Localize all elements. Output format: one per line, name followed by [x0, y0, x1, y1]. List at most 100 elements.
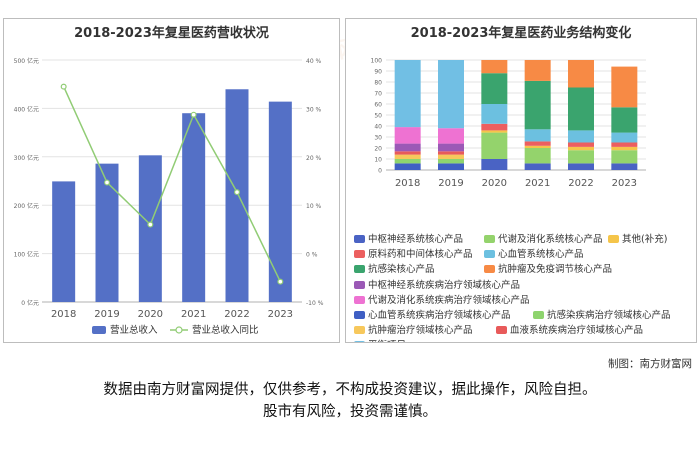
- y-tick-label: 40: [374, 124, 382, 131]
- legend-swatch: [496, 326, 507, 335]
- revenue-bar: [225, 89, 249, 302]
- legend-label: 其他(补充): [622, 234, 668, 245]
- legend-bar-swatch: [92, 326, 106, 334]
- stack-segment: [611, 163, 638, 170]
- x-tick-label: 2019: [94, 309, 119, 320]
- revenue-bar: [268, 101, 292, 302]
- stack-segment: [611, 107, 638, 133]
- x-tick-label: 2020: [482, 178, 507, 189]
- y-tick-label: 30: [374, 135, 382, 142]
- y-left-tick-label: 0 亿元: [21, 299, 39, 307]
- stack-segment: [481, 60, 508, 74]
- legend-label: 代谢及消化系统核心产品: [498, 234, 603, 245]
- stack-segment: [524, 148, 551, 164]
- chart-credit: 制图：南方财富网: [608, 358, 692, 370]
- y-right-tick-label: 0 %: [306, 252, 318, 259]
- stack-segment: [438, 143, 464, 152]
- stack-segment: [524, 129, 551, 142]
- yoy-growth-point: [190, 111, 197, 118]
- revenue-bar: [182, 113, 206, 303]
- legend-label: 抗感染疾病治疗领域核心产品: [547, 310, 671, 321]
- y-right-tick-label: 10 %: [306, 203, 322, 210]
- x-tick-label: 2020: [138, 309, 163, 320]
- stack-segment: [611, 142, 638, 147]
- stack-segment: [524, 145, 551, 148]
- x-tick-label: 2022: [224, 309, 249, 320]
- structure-chart: 0 10 20 30 40 50 60 70 80 90 100 2018 2019 2020 2021 20…: [371, 58, 646, 189]
- legend-swatch: [354, 280, 365, 289]
- stack-segment: [568, 142, 594, 147]
- stack-segment: [568, 130, 594, 143]
- y-tick-label: 0: [378, 168, 382, 175]
- x-tick-label: 2021: [181, 309, 206, 320]
- revenue-chart-panel: 2018-2023年复星医药营收状况 0 亿元 100 亿元 200 亿元 300 亿…: [3, 18, 340, 343]
- stack-segment: [394, 151, 421, 155]
- legend-label: 原料药和中间体核心产品: [368, 249, 473, 261]
- revenue-bar: [138, 155, 162, 302]
- y-tick-label: 50: [374, 113, 382, 120]
- legend-swatch: [484, 235, 495, 243]
- stack-segment: [438, 60, 464, 129]
- legend-item: 其他(补充): [608, 231, 668, 245]
- yoy-growth-point: [103, 179, 110, 186]
- revenue-bar: [95, 163, 119, 302]
- stack-segment: [481, 73, 508, 104]
- stack-segment: [568, 146, 594, 151]
- legend-label: 抗肿瘤及免疫调节核心产品: [498, 264, 613, 276]
- legend-swatch: [484, 250, 495, 259]
- legend-label: 代谢及消化系统疾病治疗领域核心产品: [368, 294, 530, 306]
- stack-segment: [481, 130, 508, 133]
- legend-item: 平衡项目: [354, 337, 406, 342]
- stack-segment: [394, 143, 421, 152]
- x-tick-label: 2021: [525, 178, 550, 189]
- stack-segment: [481, 104, 508, 124]
- legend-label: 中枢神经系统疾病治疗领域核心产品: [368, 279, 521, 291]
- stack-segment: [524, 80, 551, 130]
- stack-segment: [438, 154, 464, 159]
- yoy-growth-line: [62, 86, 282, 282]
- stack-segment: [481, 123, 508, 131]
- stack-segment: [524, 163, 551, 170]
- legend-swatch: [484, 265, 495, 274]
- stack-segment: [611, 150, 638, 164]
- legend-item: 抗感染核心产品: [354, 261, 435, 275]
- y-left-tick-label: 500 亿元: [14, 57, 39, 65]
- disclaimer-line-1: 数据由南方财富网提供，仅供参考，不构成投资建议，据此操作，风险自担。: [103, 382, 597, 398]
- y-left-tick-label: 200 亿元: [14, 202, 39, 210]
- x-tick-label: 2023: [612, 178, 637, 189]
- stack-segment: [438, 163, 464, 170]
- legend-line-label: 营业总收入同比: [192, 324, 259, 336]
- y-tick-label: 90: [374, 69, 382, 76]
- legend-item: 代谢及消化系统疾病治疗领域核心产品: [354, 292, 530, 306]
- stack-segment: [568, 60, 594, 88]
- legend-label: 中枢神经系统核心产品: [368, 234, 464, 245]
- y-left-tick-label: 100 亿元: [14, 251, 39, 259]
- stack-segment: [611, 132, 638, 143]
- x-tick-label: 2022: [568, 178, 593, 189]
- legend-item: 中枢神经系统核心产品: [354, 231, 464, 245]
- y-tick-label: 20: [374, 146, 382, 153]
- stack-segment: [481, 159, 508, 170]
- stack-segment: [481, 132, 508, 159]
- yoy-growth-point: [277, 278, 284, 285]
- stack-segment: [394, 60, 421, 128]
- y-tick-label: 80: [374, 80, 382, 87]
- legend-label: 抗肿瘤治疗领域核心产品: [368, 325, 473, 337]
- revenue-chart: 0 亿元 100 亿元 200 亿元 300 亿元 400 亿元 500 亿元 -10 % 0…: [14, 57, 324, 336]
- legend-swatch: [354, 295, 365, 304]
- legend-item: 心血管系统疾病治疗领域核心产品: [354, 307, 511, 321]
- stack-segment: [394, 127, 421, 144]
- y-right-tick-label: 30 %: [306, 106, 322, 113]
- yoy-growth-point: [234, 189, 241, 196]
- stack-segment: [438, 128, 464, 144]
- y-tick-label: 60: [374, 102, 382, 109]
- revenue-bar: [52, 181, 76, 302]
- legend-item: 抗感染疾病治疗领域核心产品: [533, 307, 671, 321]
- legend-swatch: [354, 265, 365, 274]
- legend-swatch: [354, 250, 365, 259]
- y-right-tick-label: 40 %: [306, 58, 322, 65]
- stack-segment: [524, 141, 551, 146]
- stack-segment: [438, 159, 464, 164]
- x-tick-label: 2018: [395, 178, 420, 189]
- legend-item: 中枢神经系统疾病治疗领域核心产品: [354, 277, 521, 291]
